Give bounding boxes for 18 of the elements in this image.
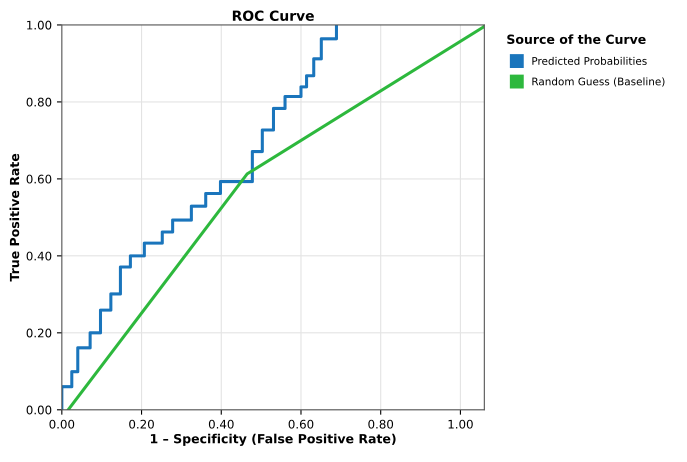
legend-title: Source of the Curve <box>507 34 646 44</box>
y-tick-label: 0.60 <box>26 174 52 184</box>
y-tick-label: 0.40 <box>26 252 52 261</box>
x-tick-label: 0.80 <box>368 420 394 429</box>
x-tick-label: 0.60 <box>288 420 314 429</box>
y-axis-title: True Positive Rate <box>10 154 20 282</box>
legend-label: Predicted Probabilities <box>532 56 647 65</box>
chart-title: ROC Curve <box>232 10 314 21</box>
x-tick-label: 1.00 <box>448 420 473 429</box>
x-tick-label: 0.00 <box>49 420 74 429</box>
y-tick-label: 0.00 <box>26 406 52 414</box>
x-tick-label: 0.20 <box>129 420 154 429</box>
x-tick-label: 0.40 <box>208 420 234 429</box>
legend-label: Random Guess (Baseline) <box>532 77 664 87</box>
y-tick-label: 0.80 <box>26 98 52 107</box>
y-tick-label: 0.20 <box>26 328 52 338</box>
x-axis-title: 1 – Specificity (False Positive Rate) <box>150 434 396 446</box>
y-tick-label: 1.00 <box>27 20 52 30</box>
